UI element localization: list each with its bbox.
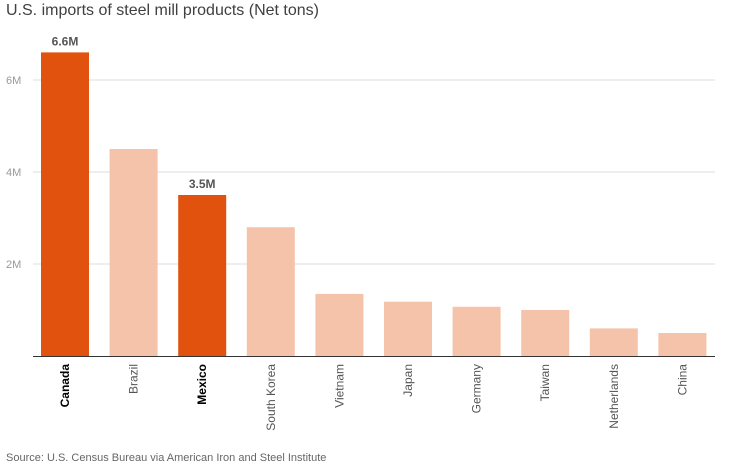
x-axis-labels: Canada Brazil Mexico South Korea Vietnam Japa… (58, 364, 689, 431)
bar-brazil (109, 149, 158, 356)
bars (41, 52, 707, 357)
x-tick-label: Taiwan (538, 364, 552, 401)
x-tick-label: Japan (401, 364, 415, 397)
x-tick-label: South Korea (264, 364, 278, 431)
x-tick-label: Netherlands (607, 364, 621, 429)
bar-germany (452, 306, 501, 356)
x-tick-label: Vietnam (332, 364, 346, 408)
value-labels: 6.6M 3.5M (52, 34, 216, 191)
x-tick-label: Canada (58, 364, 72, 408)
source-note: Source: U.S. Census Bureau via American … (6, 452, 327, 464)
bar-taiwan (521, 310, 570, 356)
x-tick-label: Germany (470, 364, 484, 413)
bar-japan (384, 301, 432, 356)
chart-title: U.S. imports of steel mill products (Net… (6, 2, 319, 19)
y-tick-label: 6M (6, 75, 21, 87)
bar-canada (41, 52, 89, 357)
x-tick-label: Mexico (195, 364, 209, 405)
x-tick-label: China (675, 364, 689, 396)
x-tick-label: Brazil (127, 364, 141, 394)
value-label: 3.5M (189, 177, 216, 191)
bar-mexico (178, 195, 227, 356)
y-axis-ticks: 2M 4M 6M (6, 75, 21, 271)
y-tick-label: 2M (6, 259, 21, 271)
bar-china (658, 333, 707, 356)
bar-vietnam (315, 293, 364, 356)
bar-south-korea (246, 227, 295, 356)
y-tick-label: 4M (6, 167, 21, 179)
bar-netherlands (589, 328, 638, 356)
value-label: 6.6M (52, 34, 79, 48)
